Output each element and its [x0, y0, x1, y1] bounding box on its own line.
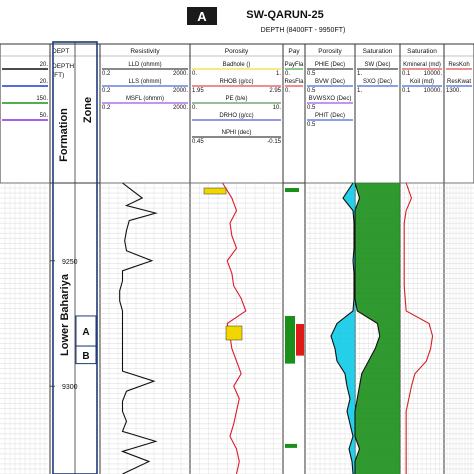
curve-phie	[330, 182, 355, 474]
curve-label-perm: Koil (md)	[410, 79, 434, 85]
pay-flag-block	[285, 315, 295, 364]
track-header-perm: Saturation	[407, 48, 437, 55]
depth-range: DEPTH (8400FT - 9950FT)	[260, 27, 346, 34]
track-header-resistivity: Resistivity	[130, 48, 160, 55]
curve-label-perm: Kmineral (md)	[403, 62, 441, 68]
badhole-fill-top	[203, 187, 227, 195]
curve-label-resistivity: LLS (ohmm)	[128, 79, 161, 85]
pay-flag-top	[285, 188, 299, 193]
curve-label-reskoh: ResKoh	[448, 62, 469, 68]
curve-left-saturation: 1.	[357, 71, 362, 77]
curve-label-depth: (FT)	[52, 72, 64, 79]
depth-tick-label: 9250	[62, 259, 78, 266]
curve-right-porosity-logs: 2.95	[269, 88, 281, 94]
curve-left-resistivity: 0.2	[102, 71, 111, 77]
grid-lines	[0, 182, 474, 474]
curve-right-resistivity: 2000.	[173, 71, 188, 77]
curve-label-porosity-eff: PHIT (Dec)	[315, 113, 345, 119]
curve-left-perm: 0.1	[402, 71, 411, 77]
curve-right-gr: 20.	[40, 62, 49, 68]
curve-right-resistivity: 2000.	[173, 88, 188, 94]
track-header-pay: Pay	[288, 48, 300, 55]
curve-right-perm: 10000.	[424, 71, 443, 77]
curve-left-porosity-logs: 0.	[192, 71, 197, 77]
curve-label-resistivity: MSFL (ohmm)	[126, 96, 164, 102]
track-header-porosity-logs: Porosity	[225, 48, 249, 55]
phie-fill	[331, 183, 355, 474]
curve-right-perm: 10000.	[424, 88, 443, 94]
panel-label: A	[187, 7, 217, 25]
track-header-porosity-eff: Porosity	[318, 48, 342, 55]
well-name: SW-QARUN-25	[246, 9, 324, 21]
curve-label-porosity-logs: PE (b/e)	[225, 96, 247, 102]
curve-left-resistivity: 0.2	[102, 88, 111, 94]
curve-left-porosity-logs: 1.95	[192, 88, 204, 94]
curve-label-resistivity: LLD (ohmm)	[128, 62, 161, 68]
zone-box-B	[75, 345, 97, 365]
curve-label-pay: ResFla	[284, 79, 304, 85]
res-flag-block	[296, 323, 304, 356]
zone-header: Zone	[82, 97, 94, 123]
track-header-saturation: Saturation	[363, 48, 393, 55]
curve-left-saturation: 1.	[357, 88, 362, 94]
badhole-fill-zone	[225, 325, 243, 341]
zone-label-B: B	[82, 351, 89, 362]
curve-label-pay: PayFla	[285, 62, 304, 68]
curve-label-porosity-logs: RHOB (g/cc)	[219, 79, 253, 85]
curve-left-reskoh: 1300.	[446, 88, 461, 94]
curve-label-porosity-logs: Badhole ()	[223, 62, 251, 68]
curve-left-porosity-logs: 0.45	[192, 139, 204, 145]
zone-label-A: A	[82, 327, 89, 338]
curve-right-porosity-logs: 1.	[276, 71, 281, 77]
curve-label-porosity-logs: NPHI (dec)	[222, 130, 252, 136]
curve-label-saturation: SXO (Dec)	[363, 79, 392, 85]
curve-left-porosity-eff: 0.5	[307, 88, 316, 94]
curve-label-porosity-logs: DRHO (g/cc)	[219, 113, 253, 119]
curve-left-resistivity: 0.2	[102, 105, 111, 111]
curve-right-gr: 150.	[36, 96, 48, 102]
curve-left-porosity-eff: 0.5	[307, 122, 316, 128]
curve-right-gr: 20.	[40, 79, 49, 85]
curve-label-porosity-eff: BVW (Dec)	[315, 79, 345, 85]
curve-label-reskoh: ResKwat	[447, 79, 471, 85]
curve-left-perm: 0.1	[402, 88, 411, 94]
pay-flag-bottom	[285, 443, 297, 448]
formation-header: Formation	[58, 108, 70, 162]
curve-right-gr: 50.	[40, 113, 49, 119]
curve-right-porosity-logs: -0.15	[267, 139, 281, 145]
curve-left-porosity-logs: 0.	[192, 105, 197, 111]
curve-label-depth: DEPTH	[52, 63, 74, 70]
depth-tick-label: 9300	[62, 384, 78, 391]
curve-sw	[354, 182, 381, 474]
curve-label-saturation: SW (Dec)	[365, 62, 391, 68]
curve-right-resistivity: 2000.	[173, 105, 188, 111]
curve-lld	[119, 182, 158, 474]
curve-label-porosity-eff: BVWSXO (Dec)	[309, 96, 352, 102]
curve-kmineral	[403, 182, 434, 474]
curve-left-pay: 0.	[285, 88, 290, 94]
track-header-depth: DEPT	[52, 48, 69, 55]
curve-label-porosity-eff: PHIE (Dec)	[315, 62, 345, 68]
sw-fill	[355, 183, 400, 474]
curve-left-porosity-eff: 0.5	[307, 71, 316, 77]
formation-value: Lower Bahariya	[59, 273, 71, 356]
curve-right-porosity-logs: 10.	[273, 105, 282, 111]
curve-left-porosity-eff: 0.5	[307, 105, 316, 111]
curve-left-pay: 0.	[285, 71, 290, 77]
